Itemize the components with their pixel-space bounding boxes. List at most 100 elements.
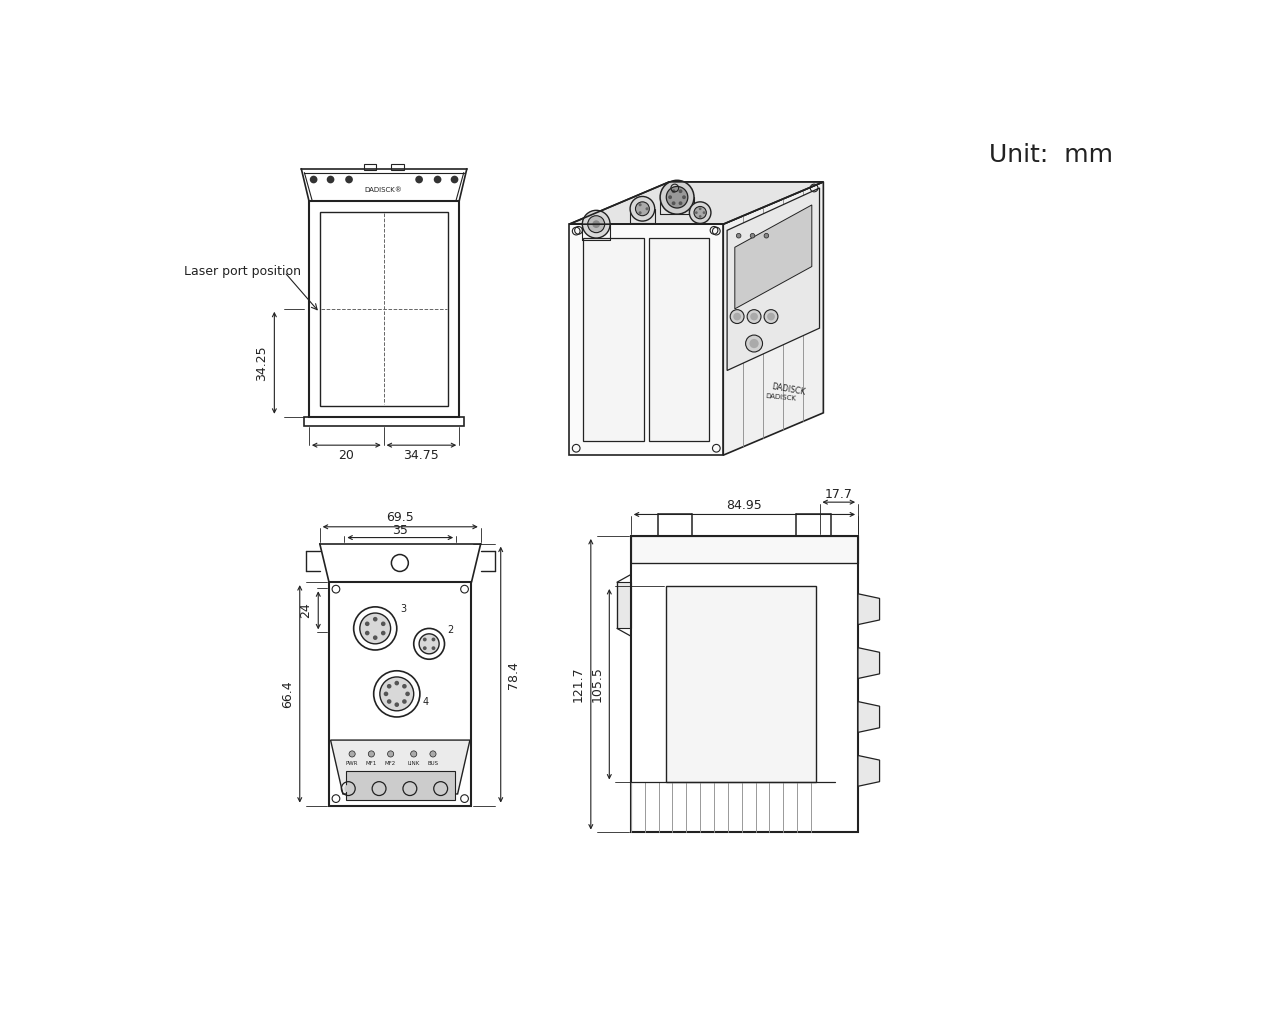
Bar [364,164,375,170]
Circle shape [666,186,688,208]
Circle shape [434,176,441,183]
Circle shape [406,785,413,792]
Circle shape [636,202,650,216]
Circle shape [638,204,642,207]
Polygon shape [569,182,823,224]
Circle shape [679,202,683,205]
Text: 66.4: 66.4 [281,680,295,707]
Circle shape [763,309,777,324]
Text: 35: 35 [392,524,408,537]
Text: 4: 4 [422,697,428,706]
Circle shape [384,692,388,696]
Circle shape [703,211,705,214]
Circle shape [430,751,436,757]
Text: DADISCK®: DADISCK® [365,187,403,193]
Polygon shape [858,756,880,786]
Polygon shape [569,224,723,455]
Text: 17.7: 17.7 [825,488,853,500]
Polygon shape [727,188,819,370]
Text: Laser port position: Laser port position [185,266,301,278]
Text: 84.95: 84.95 [727,498,762,512]
Circle shape [679,189,683,193]
Circle shape [646,207,648,210]
Circle shape [638,211,642,214]
Polygon shape [858,594,880,625]
Circle shape [437,785,445,792]
Text: DADISCK: DADISCK [766,393,796,402]
Bar [666,586,815,783]
Circle shape [373,617,378,621]
Circle shape [326,176,335,183]
Bar [392,164,403,170]
Bar [308,201,459,417]
Circle shape [767,312,775,321]
Circle shape [365,621,369,627]
Bar [631,536,858,832]
Polygon shape [734,205,811,309]
Circle shape [380,677,413,710]
Circle shape [394,680,399,686]
Text: 105.5: 105.5 [590,666,603,702]
Circle shape [402,683,407,689]
Circle shape [387,699,392,704]
Circle shape [394,702,399,707]
Circle shape [733,312,741,321]
Circle shape [380,621,386,627]
Text: 69.5: 69.5 [387,511,415,524]
Circle shape [731,309,744,324]
Text: 78.4: 78.4 [507,661,520,689]
Circle shape [751,312,758,321]
Circle shape [751,234,755,238]
Circle shape [368,751,374,757]
Text: BUS: BUS [427,761,439,766]
Circle shape [375,785,383,792]
Circle shape [411,751,417,757]
Polygon shape [858,702,880,732]
Polygon shape [858,647,880,678]
Text: 121.7: 121.7 [573,667,585,702]
Circle shape [388,751,393,757]
Circle shape [423,646,427,650]
Circle shape [747,309,761,324]
Circle shape [593,220,600,229]
Circle shape [737,234,741,238]
Circle shape [699,208,702,210]
Circle shape [669,195,672,200]
Circle shape [345,176,353,183]
Circle shape [588,216,604,233]
Circle shape [750,339,758,348]
Circle shape [416,176,423,183]
Circle shape [402,699,407,704]
Bar [320,212,449,406]
Bar [329,582,471,805]
Circle shape [699,215,702,218]
Circle shape [431,646,435,650]
Circle shape [683,195,686,200]
Circle shape [694,207,707,219]
Text: 34.25: 34.25 [255,345,268,381]
Circle shape [349,751,355,757]
Circle shape [420,634,439,653]
Text: Unit:  mm: Unit: mm [988,143,1112,166]
Circle shape [310,176,317,183]
Bar [617,582,631,629]
Circle shape [689,202,710,223]
Polygon shape [648,238,709,442]
Text: LINK: LINK [407,761,420,766]
Text: MF2: MF2 [386,761,396,766]
Circle shape [387,683,392,689]
Circle shape [583,210,611,238]
Text: 20: 20 [339,449,354,461]
Text: MF1: MF1 [365,761,377,766]
Circle shape [344,785,353,792]
Circle shape [406,692,410,696]
Polygon shape [331,740,470,794]
Bar [346,771,455,800]
Text: DADISCK: DADISCK [771,383,806,397]
Circle shape [451,176,459,183]
Circle shape [695,211,698,214]
Text: 24: 24 [300,603,312,618]
Text: 3: 3 [401,604,407,614]
Circle shape [671,189,675,193]
Text: PWR: PWR [346,761,359,766]
